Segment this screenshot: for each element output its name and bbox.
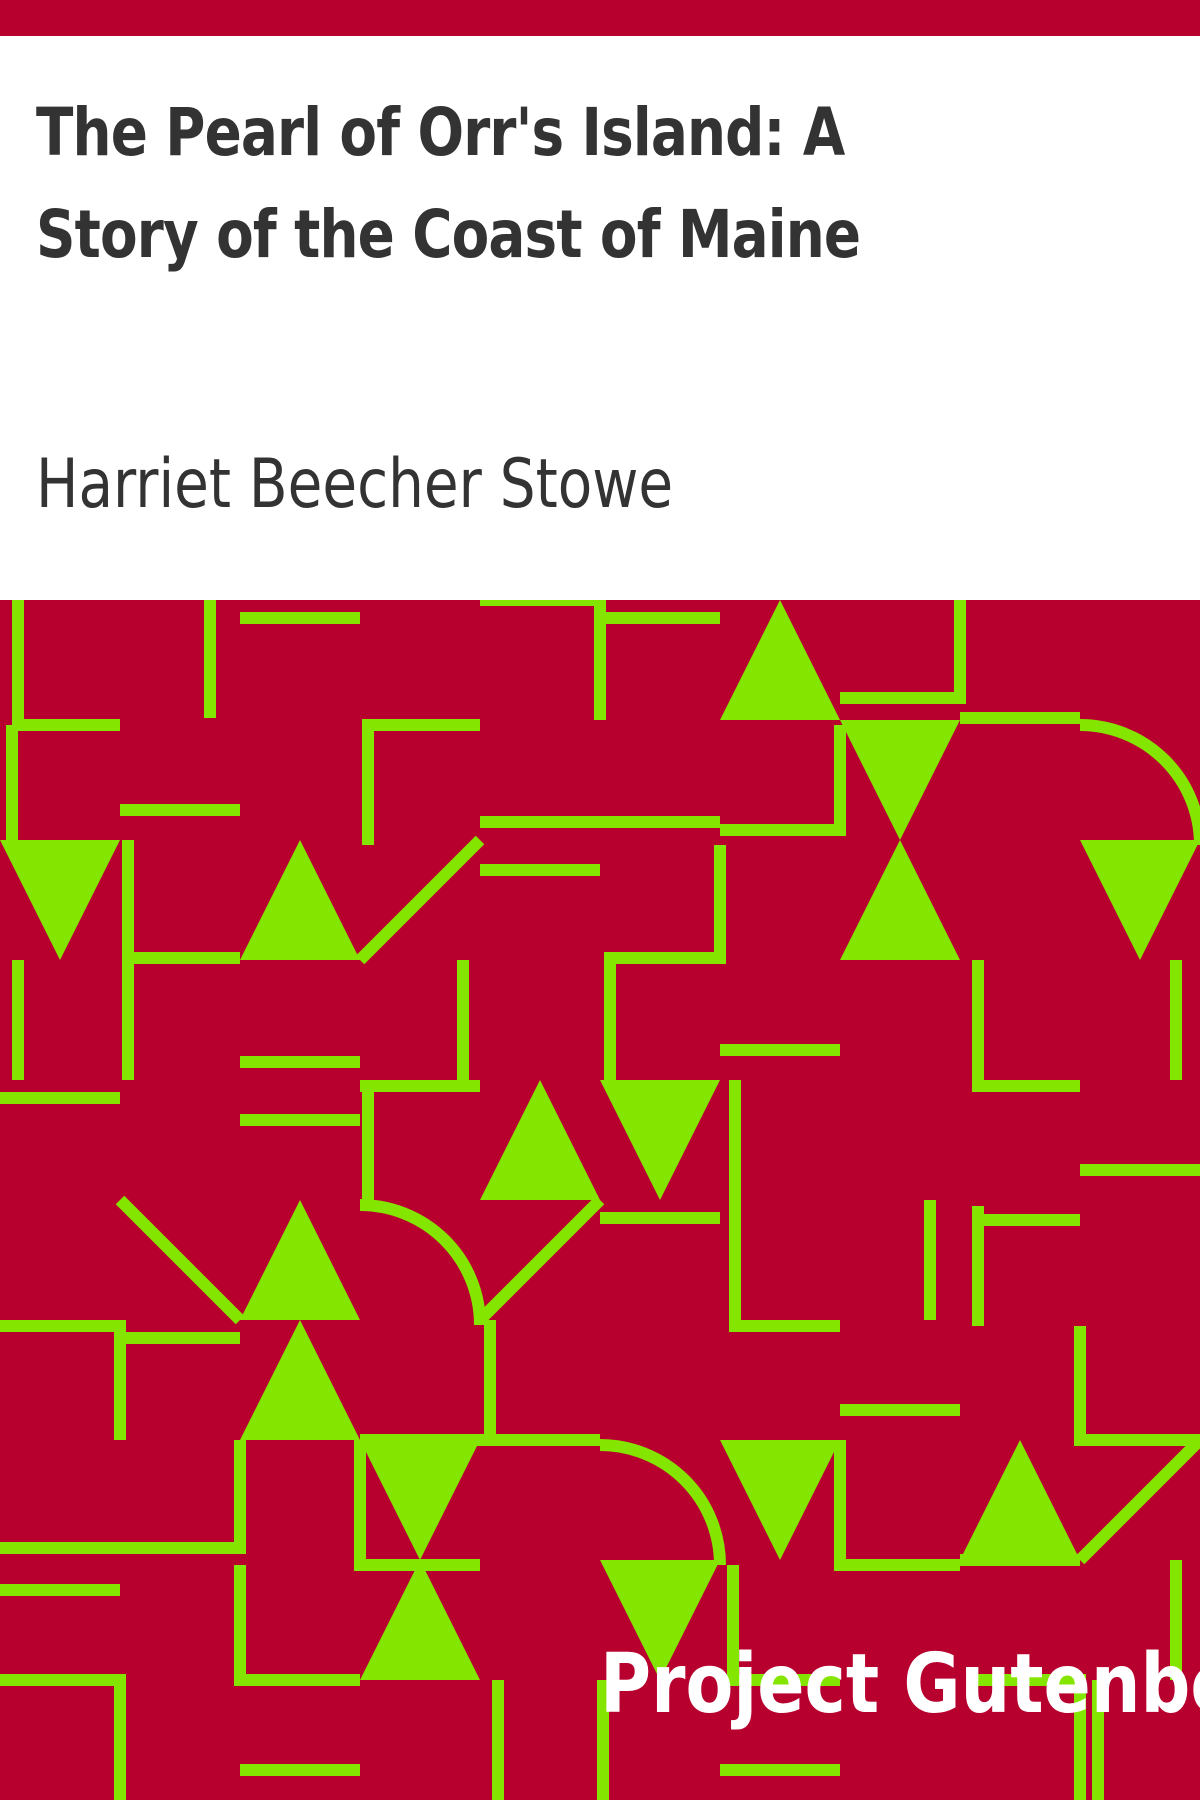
book-title: The Pearl of Orr's Island: A Story of th… [36, 94, 861, 273]
pattern-lines [0, 600, 1200, 1800]
pattern-triangles [0, 600, 1200, 1680]
cover-pattern [0, 600, 1200, 1800]
publisher-name: Project Gutenberg [600, 1637, 1200, 1732]
book-author: Harriet Beecher Stowe [36, 445, 674, 524]
top-color-bar [0, 0, 1200, 36]
